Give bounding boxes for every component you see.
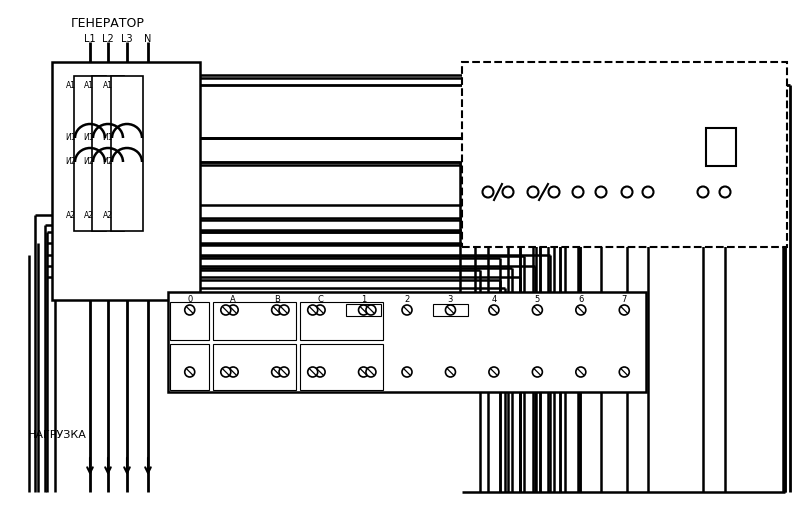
Circle shape bbox=[279, 367, 289, 377]
Text: 2: 2 bbox=[404, 295, 410, 303]
Circle shape bbox=[366, 305, 376, 315]
Text: 1: 1 bbox=[361, 295, 366, 303]
Text: ГЕНЕРАТОР: ГЕНЕРАТОР bbox=[71, 17, 145, 30]
Circle shape bbox=[228, 367, 238, 377]
Text: A1: A1 bbox=[66, 80, 76, 89]
Text: A2: A2 bbox=[66, 210, 76, 219]
Circle shape bbox=[315, 367, 325, 377]
Bar bbox=[214, 302, 296, 340]
Text: N: N bbox=[144, 34, 152, 44]
Text: И1: И1 bbox=[102, 134, 113, 143]
Bar bbox=[346, 304, 381, 316]
Circle shape bbox=[272, 305, 282, 315]
Text: B: B bbox=[274, 295, 279, 303]
Text: C: C bbox=[317, 295, 323, 303]
Text: И2: И2 bbox=[66, 157, 76, 167]
Circle shape bbox=[532, 305, 542, 315]
Bar bbox=[74, 76, 106, 231]
Text: 3: 3 bbox=[448, 295, 453, 303]
Text: L3: L3 bbox=[121, 34, 133, 44]
Circle shape bbox=[358, 305, 369, 315]
Text: И1: И1 bbox=[83, 134, 94, 143]
Bar bbox=[170, 344, 210, 390]
Bar bbox=[300, 344, 383, 390]
Circle shape bbox=[228, 305, 238, 315]
Text: 7: 7 bbox=[622, 295, 627, 303]
Circle shape bbox=[619, 305, 630, 315]
Circle shape bbox=[185, 305, 194, 315]
Circle shape bbox=[619, 367, 630, 377]
Circle shape bbox=[489, 367, 499, 377]
Circle shape bbox=[402, 367, 412, 377]
Circle shape bbox=[221, 305, 230, 315]
Text: 0: 0 bbox=[187, 295, 192, 303]
Bar bbox=[92, 76, 124, 231]
Circle shape bbox=[549, 186, 559, 198]
Circle shape bbox=[402, 305, 412, 315]
Text: И2: И2 bbox=[102, 157, 113, 167]
Bar bbox=[170, 302, 210, 340]
Bar bbox=[462, 62, 787, 247]
Text: 5: 5 bbox=[534, 295, 540, 303]
Text: A1: A1 bbox=[84, 80, 94, 89]
Circle shape bbox=[576, 367, 586, 377]
Circle shape bbox=[446, 305, 455, 315]
Circle shape bbox=[308, 305, 318, 315]
Circle shape bbox=[573, 186, 583, 198]
Bar bbox=[111, 76, 143, 231]
Circle shape bbox=[595, 186, 606, 198]
Bar bbox=[214, 344, 296, 390]
Circle shape bbox=[719, 186, 730, 198]
Text: L2: L2 bbox=[102, 34, 114, 44]
Text: A2: A2 bbox=[84, 210, 94, 219]
Text: 6: 6 bbox=[578, 295, 583, 303]
Text: A1: A1 bbox=[103, 80, 113, 89]
Circle shape bbox=[527, 186, 538, 198]
Circle shape bbox=[576, 305, 586, 315]
Text: A2: A2 bbox=[103, 210, 113, 219]
Bar bbox=[52, 62, 200, 300]
Circle shape bbox=[308, 367, 318, 377]
Bar bbox=[433, 304, 468, 316]
Circle shape bbox=[366, 367, 376, 377]
Circle shape bbox=[185, 367, 194, 377]
Bar bbox=[168, 292, 646, 392]
Circle shape bbox=[698, 186, 709, 198]
Text: НАГРУЗКА: НАГРУЗКА bbox=[28, 430, 87, 440]
Circle shape bbox=[279, 305, 289, 315]
Circle shape bbox=[532, 367, 542, 377]
Circle shape bbox=[446, 367, 455, 377]
Text: И2: И2 bbox=[83, 157, 94, 167]
Circle shape bbox=[315, 305, 325, 315]
Circle shape bbox=[272, 367, 282, 377]
Circle shape bbox=[489, 305, 499, 315]
Bar bbox=[300, 302, 383, 340]
Circle shape bbox=[642, 186, 654, 198]
Text: A: A bbox=[230, 295, 236, 303]
Bar bbox=[706, 128, 736, 166]
Circle shape bbox=[622, 186, 633, 198]
Circle shape bbox=[358, 367, 369, 377]
Circle shape bbox=[502, 186, 514, 198]
Text: L1: L1 bbox=[84, 34, 96, 44]
Circle shape bbox=[221, 367, 230, 377]
Text: И1: И1 bbox=[66, 134, 76, 143]
Text: 4: 4 bbox=[491, 295, 497, 303]
Circle shape bbox=[482, 186, 494, 198]
